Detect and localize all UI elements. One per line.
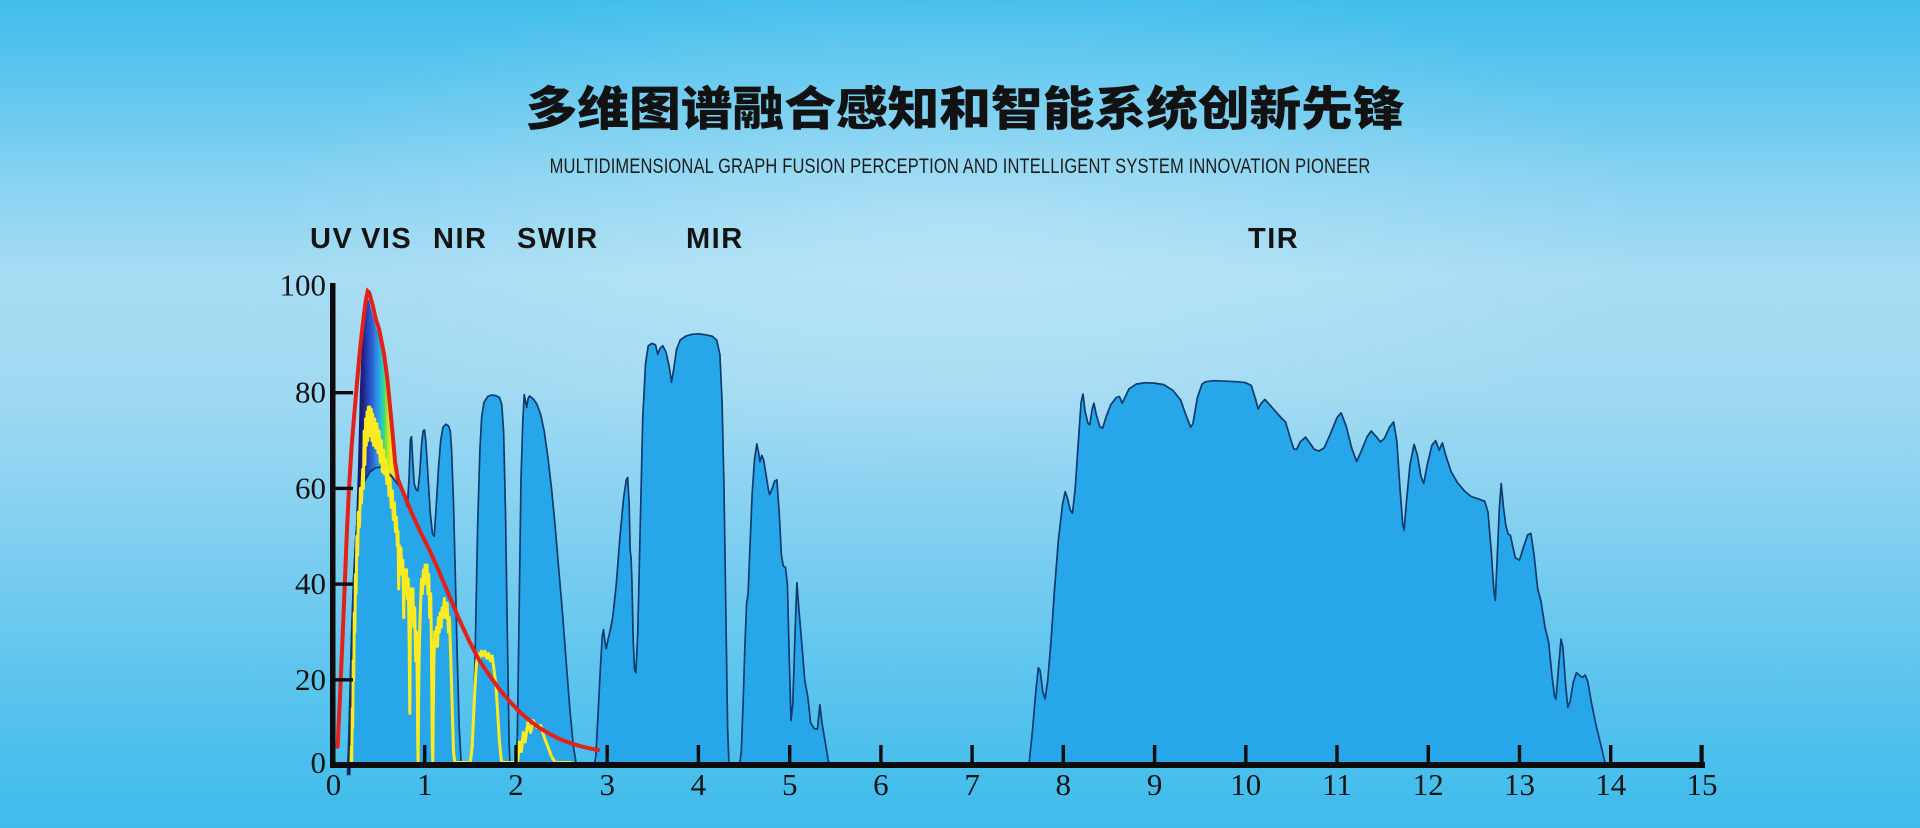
svg-text:1: 1 <box>417 767 433 802</box>
svg-text:6: 6 <box>873 767 889 802</box>
svg-text:13: 13 <box>1504 767 1535 802</box>
svg-text:5: 5 <box>782 767 798 802</box>
svg-text:11: 11 <box>1322 767 1352 802</box>
svg-text:3: 3 <box>599 767 615 802</box>
svg-text:15: 15 <box>1687 767 1718 802</box>
svg-text:8: 8 <box>1056 767 1072 802</box>
svg-text:2: 2 <box>508 767 524 802</box>
svg-text:0: 0 <box>326 767 342 802</box>
svg-text:40: 40 <box>295 566 326 601</box>
svg-text:14: 14 <box>1595 767 1627 802</box>
svg-text:12: 12 <box>1413 767 1444 802</box>
svg-text:20: 20 <box>295 662 326 697</box>
svg-text:7: 7 <box>964 767 980 802</box>
svg-text:60: 60 <box>295 470 326 505</box>
svg-text:100: 100 <box>280 268 327 303</box>
svg-text:80: 80 <box>295 375 326 410</box>
svg-text:0: 0 <box>311 745 327 780</box>
svg-text:9: 9 <box>1147 767 1163 802</box>
svg-text:10: 10 <box>1230 767 1261 802</box>
svg-text:4: 4 <box>691 767 707 802</box>
